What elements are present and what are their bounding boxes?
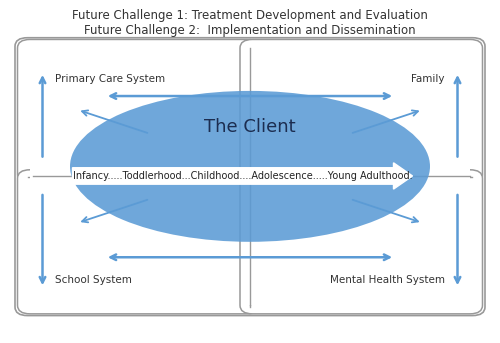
Text: Future Challenge 1: Treatment Development and Evaluation: Future Challenge 1: Treatment Developmen…: [72, 9, 428, 22]
Text: Primary Care System: Primary Care System: [55, 74, 165, 84]
Text: Family: Family: [412, 74, 445, 84]
FancyBboxPatch shape: [15, 38, 485, 316]
FancyBboxPatch shape: [18, 39, 260, 184]
Text: Infancy.....Toddlerhood...Childhood....Adolescence.....Young Adulthood.: Infancy.....Toddlerhood...Childhood....A…: [72, 171, 412, 181]
Bar: [242, 45, 258, 305]
FancyBboxPatch shape: [240, 170, 482, 314]
FancyBboxPatch shape: [18, 170, 260, 314]
Text: The Client: The Client: [204, 118, 296, 136]
FancyBboxPatch shape: [240, 39, 482, 184]
Ellipse shape: [70, 91, 430, 242]
Text: Future Challenge 2:  Implementation and Dissemination: Future Challenge 2: Implementation and D…: [84, 24, 416, 37]
Text: Mental Health System: Mental Health System: [330, 274, 445, 285]
Text: School System: School System: [55, 274, 132, 285]
FancyArrow shape: [72, 163, 412, 189]
Bar: [30, 168, 470, 184]
